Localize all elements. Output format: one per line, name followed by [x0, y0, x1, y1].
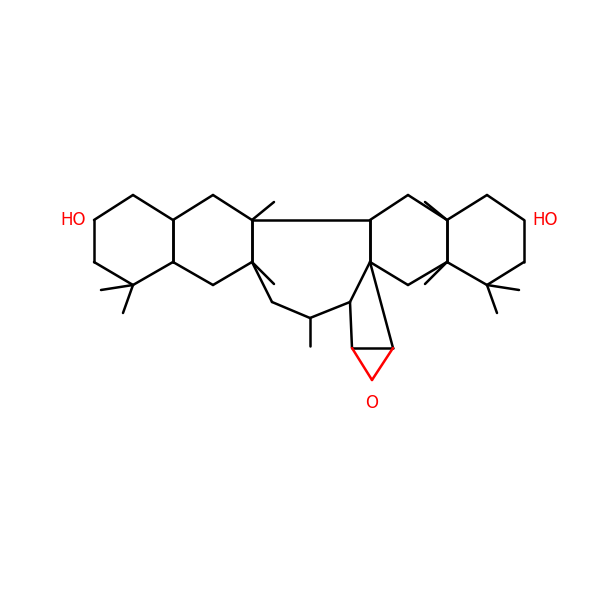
Text: HO: HO: [61, 211, 86, 229]
Text: HO: HO: [532, 211, 557, 229]
Text: O: O: [365, 394, 379, 412]
